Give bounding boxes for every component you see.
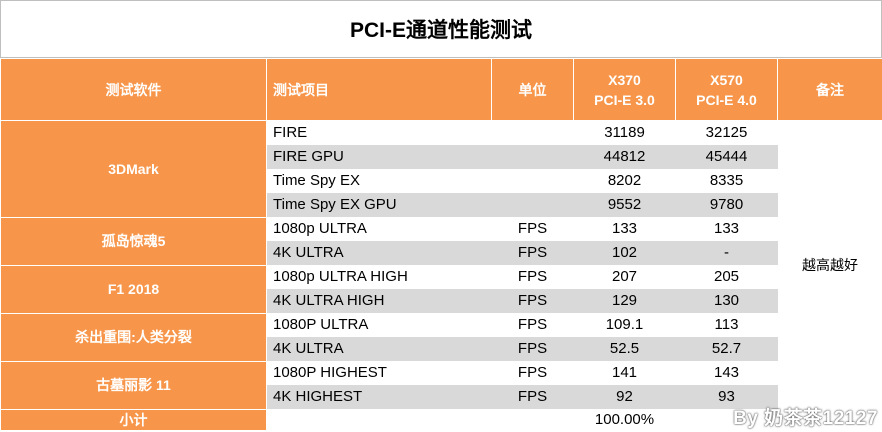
empty-cell (492, 409, 574, 430)
x370-value: 102 (573, 241, 676, 265)
header-x570-line1: X570 (710, 71, 743, 88)
x570-value: 52.7 (675, 337, 778, 361)
watermark: By 奶茶茶12127 (733, 408, 878, 429)
software-name: F1 2018 (0, 264, 267, 314)
test-item: Time Spy EX GPU (266, 193, 492, 217)
software-name: 古墓丽影 11 (0, 360, 267, 410)
table-row: 4K ULTRA FPS 52.5 52.7 (1, 337, 882, 361)
table-row: 4K HIGHEST FPS 92 93 (1, 385, 882, 409)
unit-cell (492, 121, 574, 146)
unit-cell (491, 193, 574, 217)
header-x570-line2: PCI-E 4.0 (696, 91, 757, 108)
table-row: 3DMark FIRE 31189 32125 越高越好 (0, 120, 882, 409)
x570-value: 130 (675, 289, 778, 313)
x370-value: 52.5 (573, 337, 676, 361)
unit-cell: FPS (517, 316, 548, 333)
x370-value: 31189 (604, 124, 645, 141)
x370-value: 44812 (573, 145, 676, 169)
test-item: 4K ULTRA (266, 337, 492, 361)
table-row: 杀出重围:人类分裂 1080P ULTRA FPS 109.1 113 (0, 312, 882, 362)
header-x370: X370 PCI-E 3.0 (573, 58, 676, 121)
header-software: 测试软件 (0, 58, 267, 121)
x370-value: 8202 (607, 172, 642, 189)
x570-value: 133 (713, 220, 740, 237)
unit-cell: FPS (517, 220, 548, 237)
x370-value: 141 (611, 364, 638, 381)
test-item: 4K ULTRA HIGH (266, 289, 492, 313)
test-item: 1080p ULTRA HIGH (273, 268, 408, 285)
unit-cell: FPS (491, 337, 574, 361)
note-cell: 越高越好 (777, 120, 882, 409)
test-item: 4K HIGHEST (266, 385, 492, 409)
unit-cell: FPS (491, 385, 574, 409)
x370-value: 109.1 (605, 316, 644, 333)
results-table: 测试软件 测试项目 单位 X370 PCI-E 3.0 X570 PCI-E 4… (0, 58, 882, 431)
test-item: FIRE (273, 124, 308, 141)
page-title: PCI-E通道性能测试 (0, 0, 882, 58)
unit-cell (491, 145, 574, 169)
table-row: FIRE GPU 44812 45444 (1, 145, 882, 169)
x570-value: 113 (714, 316, 739, 333)
table-row: 4K ULTRA HIGH FPS 129 130 (1, 289, 882, 313)
x570-value: 45444 (675, 145, 778, 169)
empty-cell (267, 409, 492, 430)
software-name: 杀出重围:人类分裂 (0, 312, 267, 362)
unit-cell: FPS (517, 364, 548, 381)
unit-cell (492, 169, 574, 193)
test-item: 1080P ULTRA (273, 316, 369, 333)
table-row: 4K ULTRA FPS 102- (1, 241, 882, 265)
x370-value: 133 (611, 220, 638, 237)
x570-value: 93 (675, 385, 778, 409)
summary-row: 小计 100.00% (0, 408, 882, 431)
table-row: 古墓丽影 11 1080P HIGHEST FPS 141 143 (0, 360, 882, 410)
test-item: 1080p ULTRA (273, 220, 367, 237)
test-item: Time Spy EX (273, 172, 360, 189)
unit-cell: FPS (491, 289, 574, 313)
table-row: 孤岛惊魂5 1080p ULTRA FPS 133 133 (0, 216, 882, 266)
table-row: Time Spy EX GPU 9552 9780 (1, 193, 882, 217)
x570-value: 205 (713, 268, 740, 285)
x570-value: 8335 (709, 172, 744, 189)
header-x370-line1: X370 (608, 71, 641, 88)
unit-cell: FPS (491, 241, 574, 265)
test-item: 4K ULTRA (266, 241, 492, 265)
x570-value: - (675, 241, 778, 265)
header-note: 备注 (777, 58, 882, 121)
header-x370-line2: PCI-E 3.0 (594, 91, 655, 108)
table-row: Time Spy EX 8202 8335 (1, 169, 882, 193)
header-unit: 单位 (491, 58, 574, 121)
unit-cell: FPS (517, 268, 548, 285)
x370-value: 92 (573, 385, 676, 409)
x370-value: 9552 (573, 193, 676, 217)
x370-value: 207 (611, 268, 638, 285)
x570-value: 32125 (705, 124, 748, 141)
header-item: 测试项目 (266, 58, 492, 121)
x570-value: 143 (713, 364, 740, 381)
software-name: 3DMark (0, 120, 267, 218)
x370-value: 129 (573, 289, 676, 313)
x570-value: 9780 (675, 193, 778, 217)
test-item: 1080P HIGHEST (273, 364, 387, 381)
test-item: FIRE GPU (266, 145, 492, 169)
header-row: 测试软件 测试项目 单位 X370 PCI-E 3.0 X570 PCI-E 4… (0, 58, 882, 121)
table-row: F1 2018 1080p ULTRA HIGH FPS 207 205 (0, 264, 882, 314)
software-name: 孤岛惊魂5 (0, 216, 267, 266)
header-x570: X570 PCI-E 4.0 (675, 58, 778, 121)
summary-label: 小计 (0, 408, 267, 431)
summary-x370-value: 100.00% (594, 410, 655, 428)
